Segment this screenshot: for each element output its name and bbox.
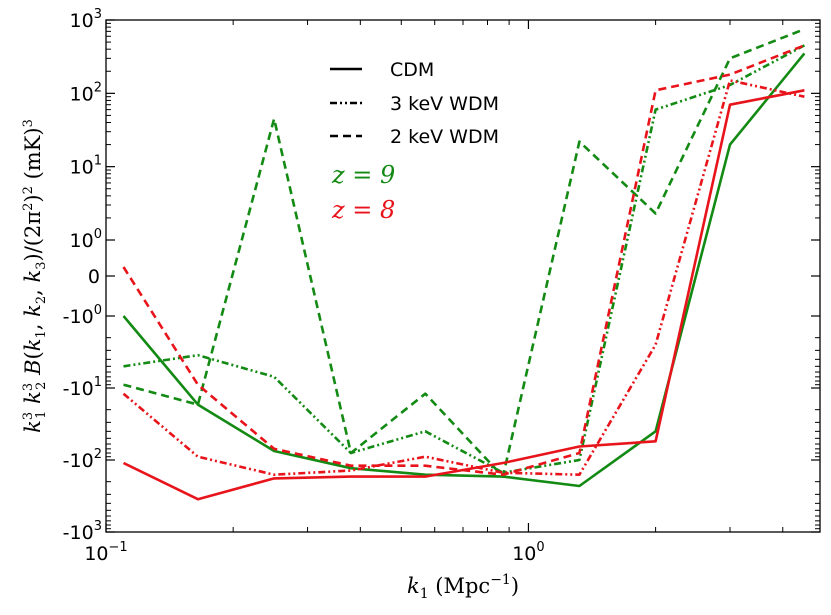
y-tick-label-exp: 1 [94,154,102,169]
y-tick-label: 0 [88,266,100,288]
x-tick-label-base: 10 [512,543,536,565]
y-tick-label-exp: 3 [94,519,102,534]
series-layer [122,27,806,501]
x-axis-label: k1 (Mpc−1) [407,572,519,602]
series-line-2-kev-wdm-z-9 [123,27,805,478]
series-line-3-kev-wdm-z-8 [122,79,805,477]
legend-label-2kev: 2 keV WDM [390,126,499,148]
annotation-z8: z = 8 [331,196,395,224]
plot-frame [105,19,821,533]
series-line-2-kev-wdm-z-8 [122,44,805,477]
x-tick-label-exp: 0 [536,540,544,555]
y-tick-label: 101 [70,154,102,179]
y-tick-label-exp: 0 [94,227,102,242]
series-line-3-kev-wdm-z-9 [123,44,806,475]
y-tick-label: 100 [70,227,102,252]
annotation-z9: z = 9 [331,161,395,189]
y-tick-label-exp: 2 [94,80,102,95]
x-tick-label-exp: −1 [109,540,128,555]
y-tick-label-base: -10 [63,450,94,472]
y-tick-label-base: 10 [70,83,94,105]
legend-label-cdm: CDM [390,59,434,81]
y-tick-label: -100 [63,303,102,328]
y-tick-label-exp: 0 [94,303,102,318]
y-tick-label: 103 [70,7,102,32]
y-tick-label-base: 10 [70,230,94,252]
y-tick-label-exp: 2 [94,447,102,462]
x-tick-label-base: 10 [84,543,108,565]
legend-label-3kev: 3 keV WDM [390,93,499,115]
y-tick-label-exp: 3 [94,7,102,22]
y-tick-label-exp: 1 [94,375,102,390]
y-tick-label: -101 [63,375,102,400]
x-tick-label: 10−1 [84,540,127,565]
y-tick-label: -103 [63,519,102,544]
y-tick-label: 102 [70,80,102,105]
y-tick-label-base: 10 [70,10,94,32]
y-tick-label-base: 10 [70,157,94,179]
plot-area [106,20,820,532]
y-axis-label: k31 k32 B(k1, k2, k3)/(2π2)2 (mK)3 [21,119,49,433]
series-line-cdm-z-9 [122,52,806,488]
y-tick-label-base: -10 [63,522,94,544]
y-tick-label-base: -10 [63,306,94,328]
y-tick-label: -102 [63,447,102,472]
y-tick-label-base: -10 [63,378,94,400]
x-tick-label: 100 [512,540,544,565]
legend: CDM 3 keV WDM 2 keV WDM z = 9 z = 8 [330,59,499,224]
